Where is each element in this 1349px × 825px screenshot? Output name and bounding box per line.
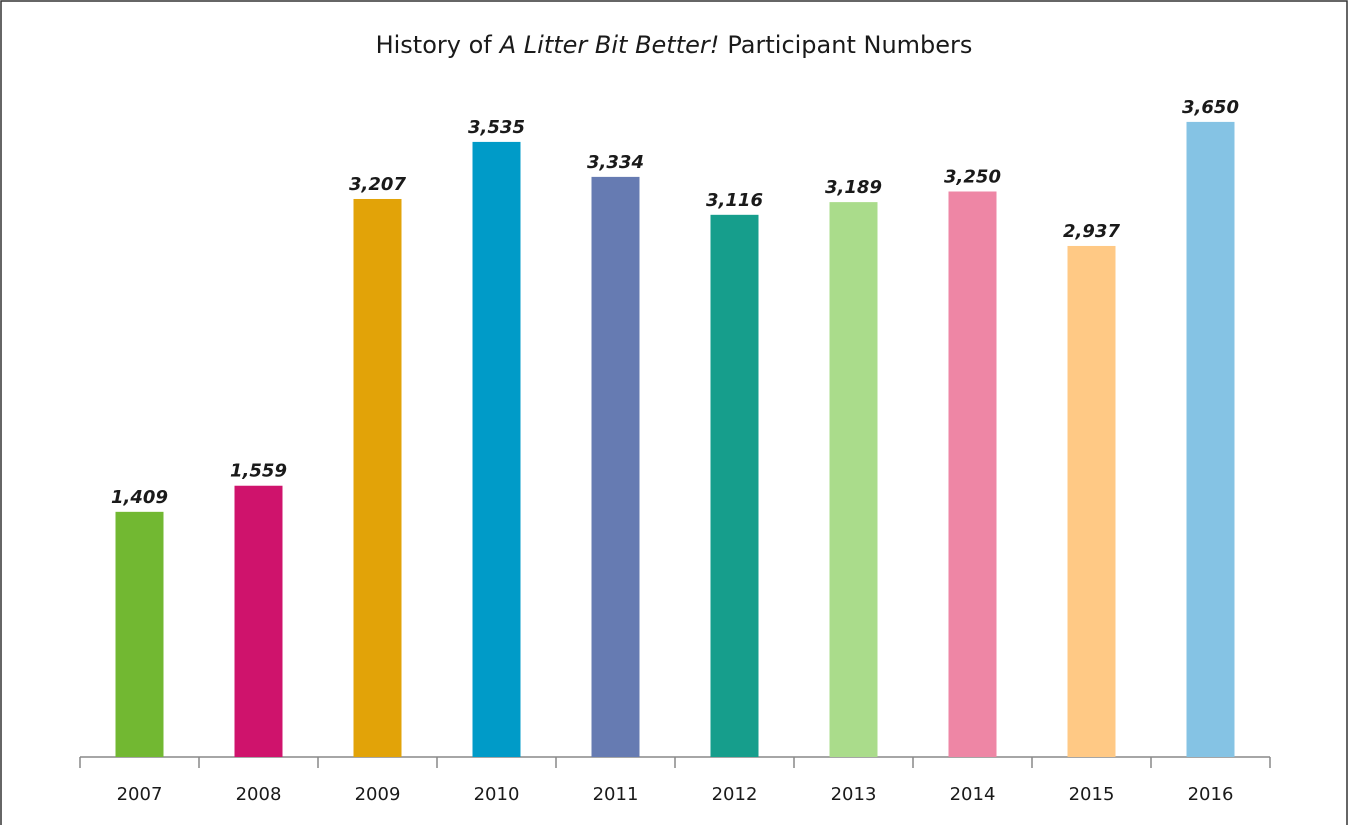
x-tick-label: 2012: [712, 784, 758, 805]
bar: [115, 511, 164, 757]
value-label: 2,937: [1063, 221, 1120, 242]
bar: [710, 214, 759, 758]
x-tick-label: 2014: [950, 784, 996, 805]
title-part: Participant Numbers: [727, 31, 972, 59]
value-label: 3,650: [1182, 97, 1239, 118]
bar: [353, 198, 402, 757]
bar: [1067, 245, 1116, 757]
value-label: 1,409: [111, 487, 168, 508]
value-label: 3,535: [468, 117, 525, 138]
value-label: 3,250: [944, 167, 1001, 188]
bar: [472, 141, 521, 757]
x-tick-label: 2008: [236, 784, 282, 805]
x-tick-label: 2011: [593, 784, 639, 805]
title-part: History of: [376, 31, 493, 59]
bar: [1186, 121, 1235, 757]
value-label: 3,116: [706, 190, 763, 211]
chart-title: History of A Litter Bit Better! Participan…: [376, 31, 973, 59]
bar: [948, 191, 997, 757]
x-tick-label: 2010: [474, 784, 520, 805]
bar: [234, 485, 283, 757]
value-label: 1,559: [230, 461, 287, 482]
value-label: 3,334: [587, 152, 644, 173]
bar: [829, 202, 878, 757]
x-tick-label: 2016: [1188, 784, 1234, 805]
value-label: 3,207: [349, 174, 406, 195]
x-tick-label: 2007: [117, 784, 163, 805]
title-part: A Litter Bit Better!: [498, 31, 720, 59]
bar: [591, 176, 640, 757]
value-label: 3,189: [825, 177, 882, 198]
x-tick-label: 2013: [831, 784, 877, 805]
x-tick-label: 2009: [355, 784, 401, 805]
x-tick-label: 2015: [1069, 784, 1115, 805]
